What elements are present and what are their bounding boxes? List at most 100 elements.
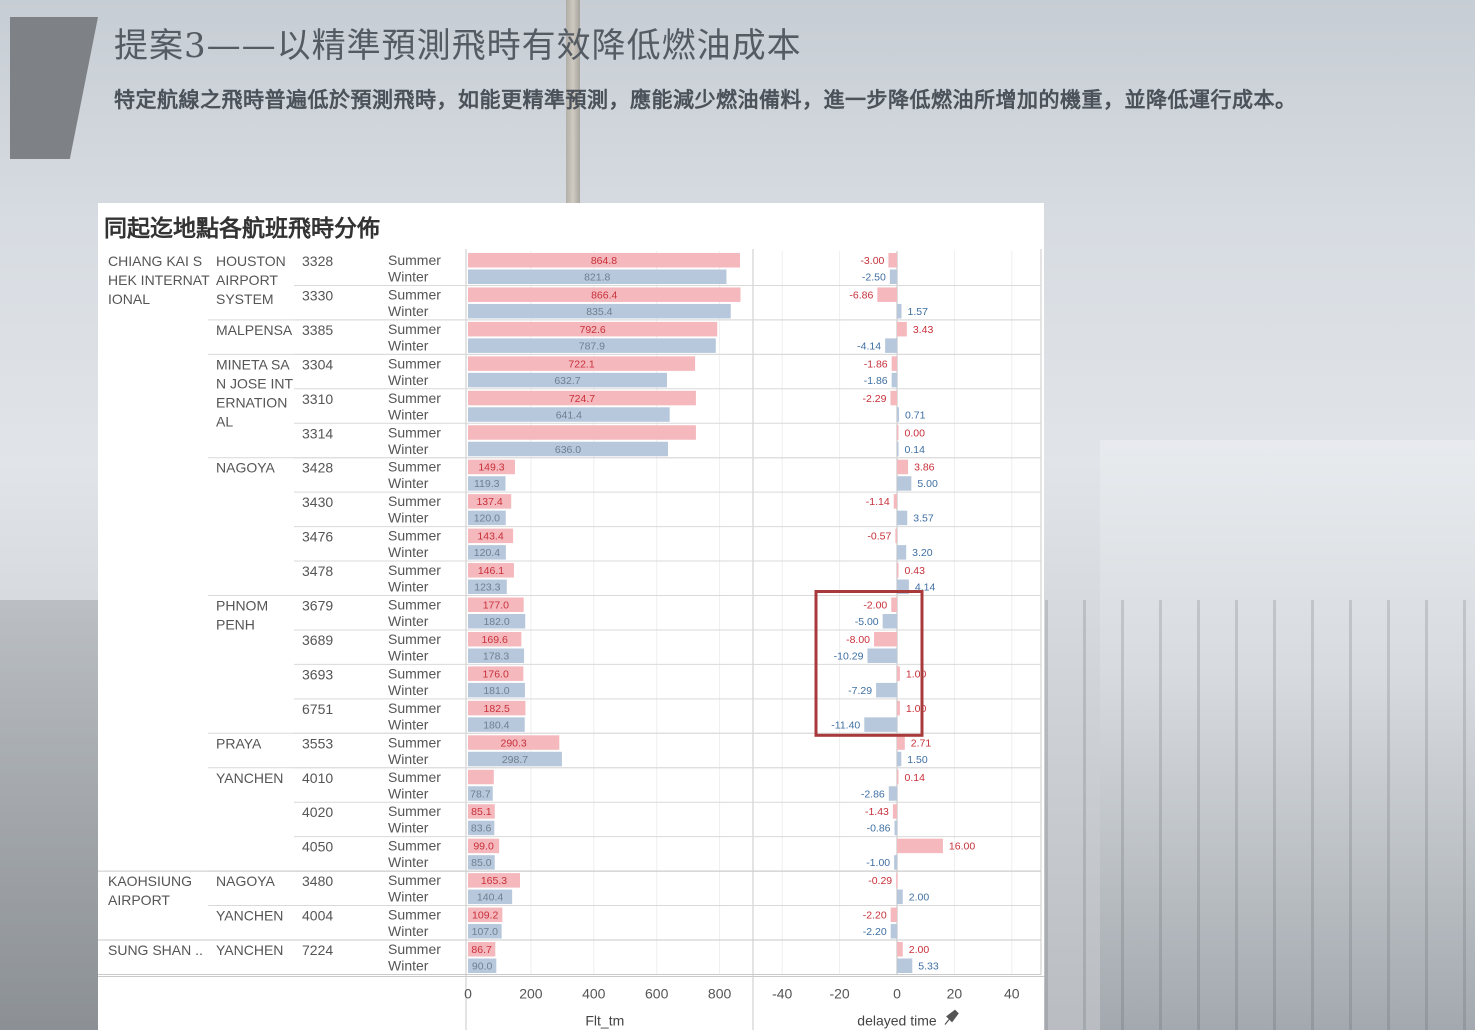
delay-tick-label: -40: [772, 985, 792, 1001]
delay-value-label: -1.86: [864, 358, 888, 370]
origin-label: HEK INTERNAT: [108, 272, 210, 288]
flt-tm-value-label: 143.4: [477, 531, 503, 543]
flt-tm-value-label: 85.1: [471, 806, 492, 818]
flt-tm-value-label: 835.4: [586, 306, 612, 318]
chart-svg: CHIANG KAI SHEK INTERNATIONALKAOHSIUNGAI…: [98, 203, 1044, 1030]
delay-bar: [897, 425, 899, 440]
flt-tm-value-label: 120.0: [474, 513, 500, 525]
season-label: Winter: [388, 751, 429, 767]
season-label: Summer: [388, 493, 441, 509]
delay-bar: [892, 356, 897, 371]
delay-bar: [890, 391, 897, 406]
delay-value-label: 3.43: [913, 324, 934, 336]
season-label: Winter: [388, 475, 429, 491]
delay-bar: [897, 563, 899, 578]
flt-tm-value-label: 149.3: [478, 462, 504, 474]
flt-tm-value-label: 109.2: [472, 910, 498, 922]
delay-value-label: 2.71: [911, 737, 932, 749]
flt-tm-value-label: 120.4: [474, 547, 500, 559]
delay-bar: [894, 855, 897, 870]
delay-bar: [888, 253, 897, 268]
delay-value-label: 3.57: [913, 513, 934, 525]
season-label: Summer: [388, 597, 441, 613]
destination-label: NAGOYA: [216, 460, 276, 476]
season-label: Summer: [388, 734, 441, 750]
flt-tm-value-label: 298.7: [502, 754, 528, 766]
flt-tm-value-label: 169.6: [482, 634, 508, 646]
season-label: Summer: [388, 562, 441, 578]
destination-label: SYSTEM: [216, 291, 274, 307]
delay-value-label: -2.20: [863, 926, 887, 938]
season-label: Winter: [388, 372, 429, 388]
delay-bar: [897, 511, 907, 526]
delay-value-label: 1.50: [907, 754, 928, 766]
background-jet-bridge-structure: [1045, 600, 1475, 1030]
flt-tm-value-label: 83.6: [471, 823, 492, 835]
delay-value-label: -4.14: [857, 340, 881, 352]
delay-value-label: -6.86: [849, 289, 873, 301]
delay-bar: [897, 304, 902, 319]
season-label: Winter: [388, 647, 429, 663]
destination-label: MALPENSA: [216, 322, 293, 338]
delay-value-label: -1.86: [864, 375, 888, 387]
delay-axis-title: delayed time: [857, 1012, 937, 1028]
delay-value-label: 0.00: [905, 427, 926, 439]
season-label: Winter: [388, 958, 429, 974]
delay-value-label: -1.43: [865, 806, 889, 818]
flt-tm-value-label: 722.1: [568, 358, 594, 370]
delay-value-label: 0.71: [905, 409, 926, 421]
flt-tm-value-label: 178.3: [483, 650, 509, 662]
delay-value-label: -10.29: [834, 650, 864, 662]
flt-tm-value-label: 290.3: [501, 737, 527, 749]
delay-value-label: 5.33: [918, 961, 939, 973]
delay-value-label: -1.14: [866, 496, 890, 508]
season-label: Winter: [388, 889, 429, 905]
season-label: Summer: [388, 252, 441, 268]
season-label: Summer: [388, 769, 441, 785]
delay-bar: [897, 959, 912, 974]
delay-value-label: 2.00: [909, 944, 930, 956]
season-label: Summer: [388, 838, 441, 854]
flt-tm-value-label: 85.0: [471, 857, 492, 869]
destination-label: NAGOYA: [216, 873, 276, 889]
season-label: Summer: [388, 459, 441, 475]
delay-bar: [897, 322, 907, 337]
season-label: Winter: [388, 441, 429, 457]
page-title: 提案3——以精準預測飛時有效降低燃油成本: [114, 18, 802, 67]
destination-label: AL: [216, 413, 233, 429]
destination-label: YANCHEN: [216, 770, 283, 786]
season-label: Winter: [388, 406, 429, 422]
flt-tm-value-label: 636.0: [555, 444, 581, 456]
flt-tm-value-label: 99.0: [473, 841, 494, 853]
background-airport-left: [0, 600, 100, 1030]
season-label: Winter: [388, 785, 429, 801]
delay-bar: [893, 804, 897, 819]
delay-bar: [895, 821, 897, 836]
flight-number: 3553: [302, 735, 333, 751]
origin-label: IONAL: [108, 291, 150, 307]
destination-label: PRAYA: [216, 735, 262, 751]
delay-bar: [874, 632, 897, 647]
season-label: Winter: [388, 579, 429, 595]
delay-value-label: 5.00: [917, 478, 938, 490]
flt-tm-value-label: 78.7: [470, 788, 491, 800]
delay-bar: [895, 529, 897, 544]
season-label: Summer: [388, 907, 441, 923]
flight-number: 3310: [302, 391, 333, 407]
flight-number: 3476: [302, 529, 333, 545]
delay-bar: [897, 476, 911, 491]
delay-bar: [864, 717, 897, 732]
flt-tm-value-label: 641.4: [556, 409, 582, 421]
season-label: Summer: [388, 355, 441, 371]
delay-value-label: -3.00: [860, 255, 884, 267]
flt-tm-tick-label: 0: [464, 985, 472, 1001]
flt-tm-value-label: 821.8: [584, 272, 610, 284]
delay-bar: [897, 839, 943, 854]
origin-label: KAOHSIUNG: [108, 873, 192, 889]
delay-bar: [897, 752, 901, 767]
destination-label: HOUSTON: [216, 253, 286, 269]
delay-bar: [891, 924, 897, 939]
delay-bar: [897, 770, 899, 785]
flt-tm-tick-label: 800: [708, 985, 732, 1001]
flight-number: 3304: [302, 356, 333, 372]
